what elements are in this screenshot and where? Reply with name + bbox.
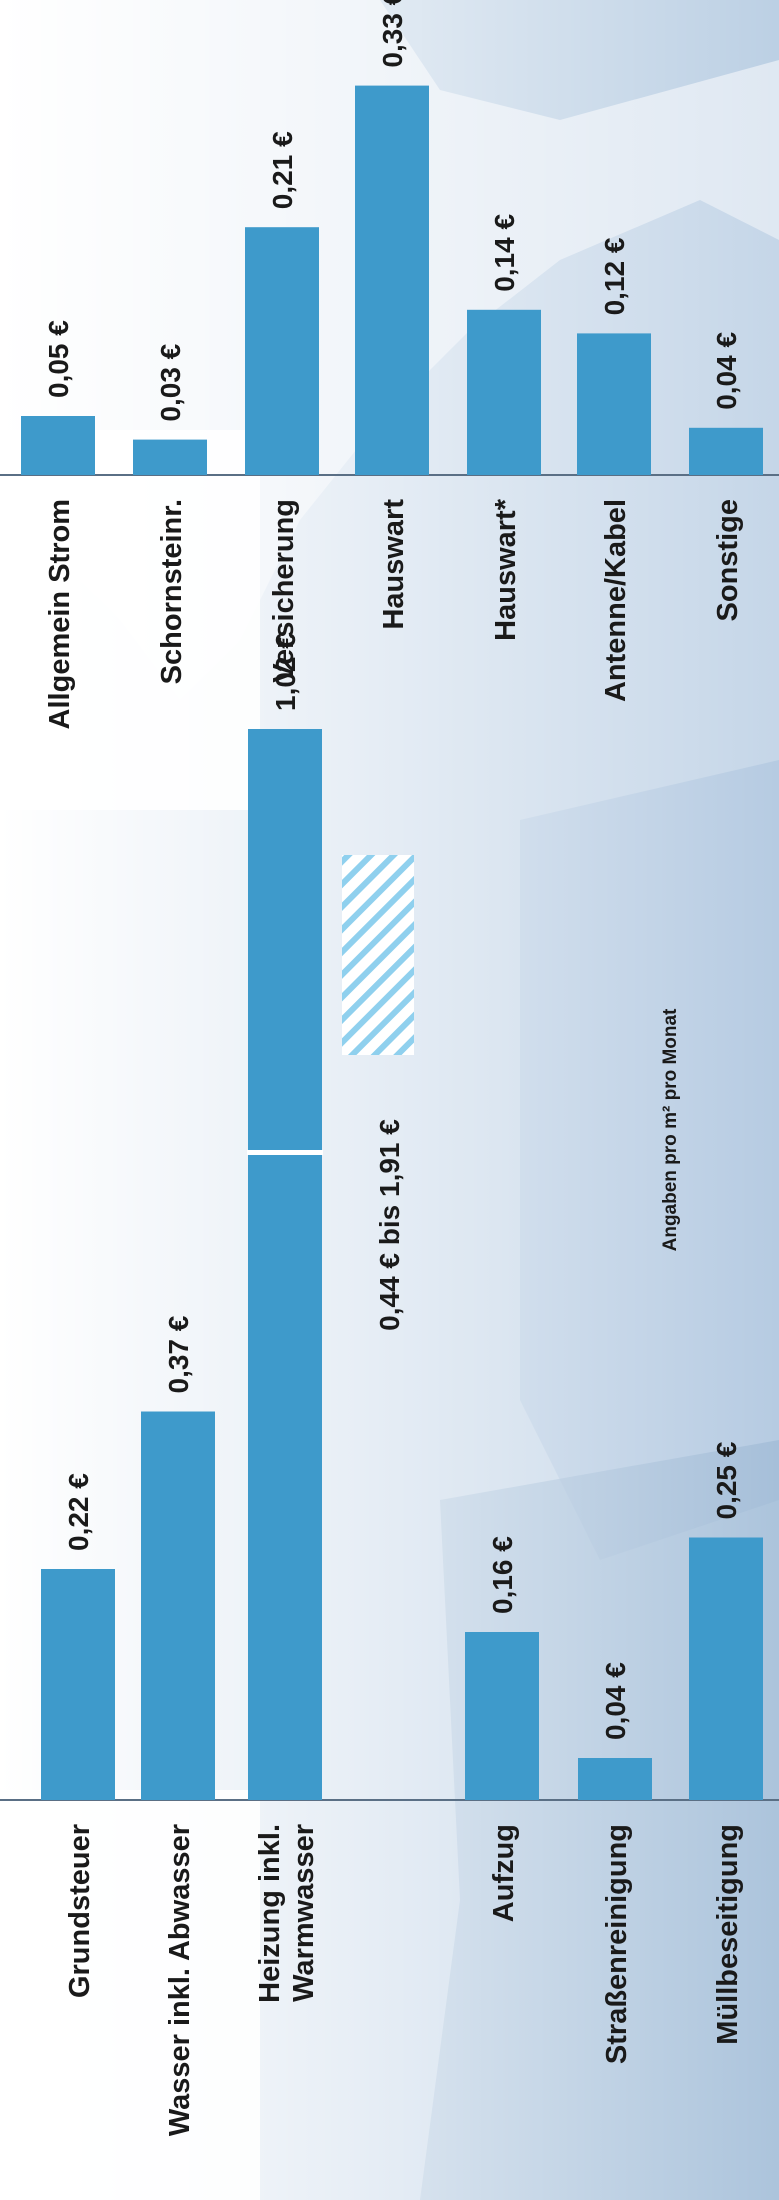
- value-label-grundsteuer: 0,22 €: [63, 1473, 94, 1551]
- value-label-schornsteinr-: 0,03 €: [155, 343, 186, 421]
- category-label-antenne-kabel: Antenne/Kabel: [600, 499, 632, 702]
- category-label-schornsteinr-: Schornsteinr.: [156, 499, 188, 684]
- bar-allgemein-strom: [21, 416, 95, 475]
- category-label-heizung-inkl-warmwasser: Heizung inkl.: [254, 1824, 286, 2003]
- category-label-sonstige: Sonstige: [712, 499, 744, 621]
- category-label-hauswart-: Hauswart*: [490, 498, 522, 641]
- chart1-value-labels: 0,22 € 0,37 € 1,02 € 0,16 € 0,04 € 0,25 €: [63, 633, 742, 1740]
- value-label-wasser-inkl-abwasser: 0,37 €: [163, 1315, 194, 1393]
- chart2-category-labels: Allgemein Strom Schornsteinr. Versicherung…: [44, 498, 744, 729]
- bar-heizung-inkl-warmwasser: [248, 729, 322, 1800]
- category-label-müllbeseitigung: Müllbeseitigung: [712, 1824, 744, 2045]
- value-label-hauswart: 0,33 €: [377, 0, 408, 68]
- bar-hauswart: [355, 85, 429, 475]
- category-label-heizung-inkl-warmwasser: Warmwasser: [288, 1824, 320, 2002]
- value-label-straßenreinigung: 0,04 €: [600, 1662, 631, 1740]
- chart1-bars: [41, 729, 763, 1800]
- category-label-aufzug: Aufzug: [488, 1824, 520, 1922]
- bar-aufzug: [465, 1632, 539, 1800]
- heating-range-label: 0,44 € bis 1,91 €: [374, 1119, 405, 1331]
- value-label-sonstige: 0,04 €: [711, 332, 742, 410]
- bar-straßenreinigung: [578, 1758, 652, 1800]
- bar-schornsteinr-: [133, 439, 207, 475]
- bar-versicherung: [245, 227, 319, 475]
- unit-note: Angaben pro m² pro Monat: [660, 1008, 681, 1251]
- chart2-bars: [21, 85, 763, 475]
- value-label-antenne-kabel: 0,12 €: [599, 237, 630, 315]
- category-label-versicherung: Versicherung: [268, 499, 300, 683]
- bar-antenne-kabel: [577, 333, 651, 475]
- bar-wasser-inkl-abwasser: [141, 1411, 215, 1800]
- bar-hauswart-: [467, 309, 541, 475]
- value-label-müllbeseitigung: 0,25 €: [711, 1441, 742, 1519]
- heating-range-box: [342, 855, 414, 1055]
- value-label-versicherung: 0,21 €: [267, 131, 298, 209]
- category-label-straßenreinigung: Straßenreinigung: [601, 1824, 633, 2064]
- value-label-aufzug: 0,16 €: [487, 1536, 518, 1614]
- category-label-grundsteuer: Grundsteuer: [64, 1824, 96, 1998]
- category-label-hauswart: Hauswart: [378, 499, 410, 630]
- bar-grundsteuer: [41, 1569, 115, 1800]
- category-label-wasser-inkl-abwasser: Wasser inkl. Abwasser: [164, 1824, 196, 2136]
- value-label-allgemein-strom: 0,05 €: [43, 320, 74, 398]
- value-label-heizung-inkl-warmwasser: 1,02 €: [270, 633, 301, 711]
- value-label-hauswart-: 0,14 €: [489, 214, 520, 292]
- bar-break-mark: [247, 1150, 323, 1155]
- category-label-allgemein-strom: Allgemein Strom: [44, 499, 76, 729]
- bar-sonstige: [689, 427, 763, 475]
- bar-müllbeseitigung: [689, 1537, 763, 1800]
- chart1-category-labels: Grundsteuer Wasser inkl. Abwasser Heizung …: [64, 1824, 744, 2136]
- chart2-value-labels: 0,05 € 0,03 € 0,21 € 0,33 € 0,14 € 0,12 € 0,04…: [43, 0, 742, 422]
